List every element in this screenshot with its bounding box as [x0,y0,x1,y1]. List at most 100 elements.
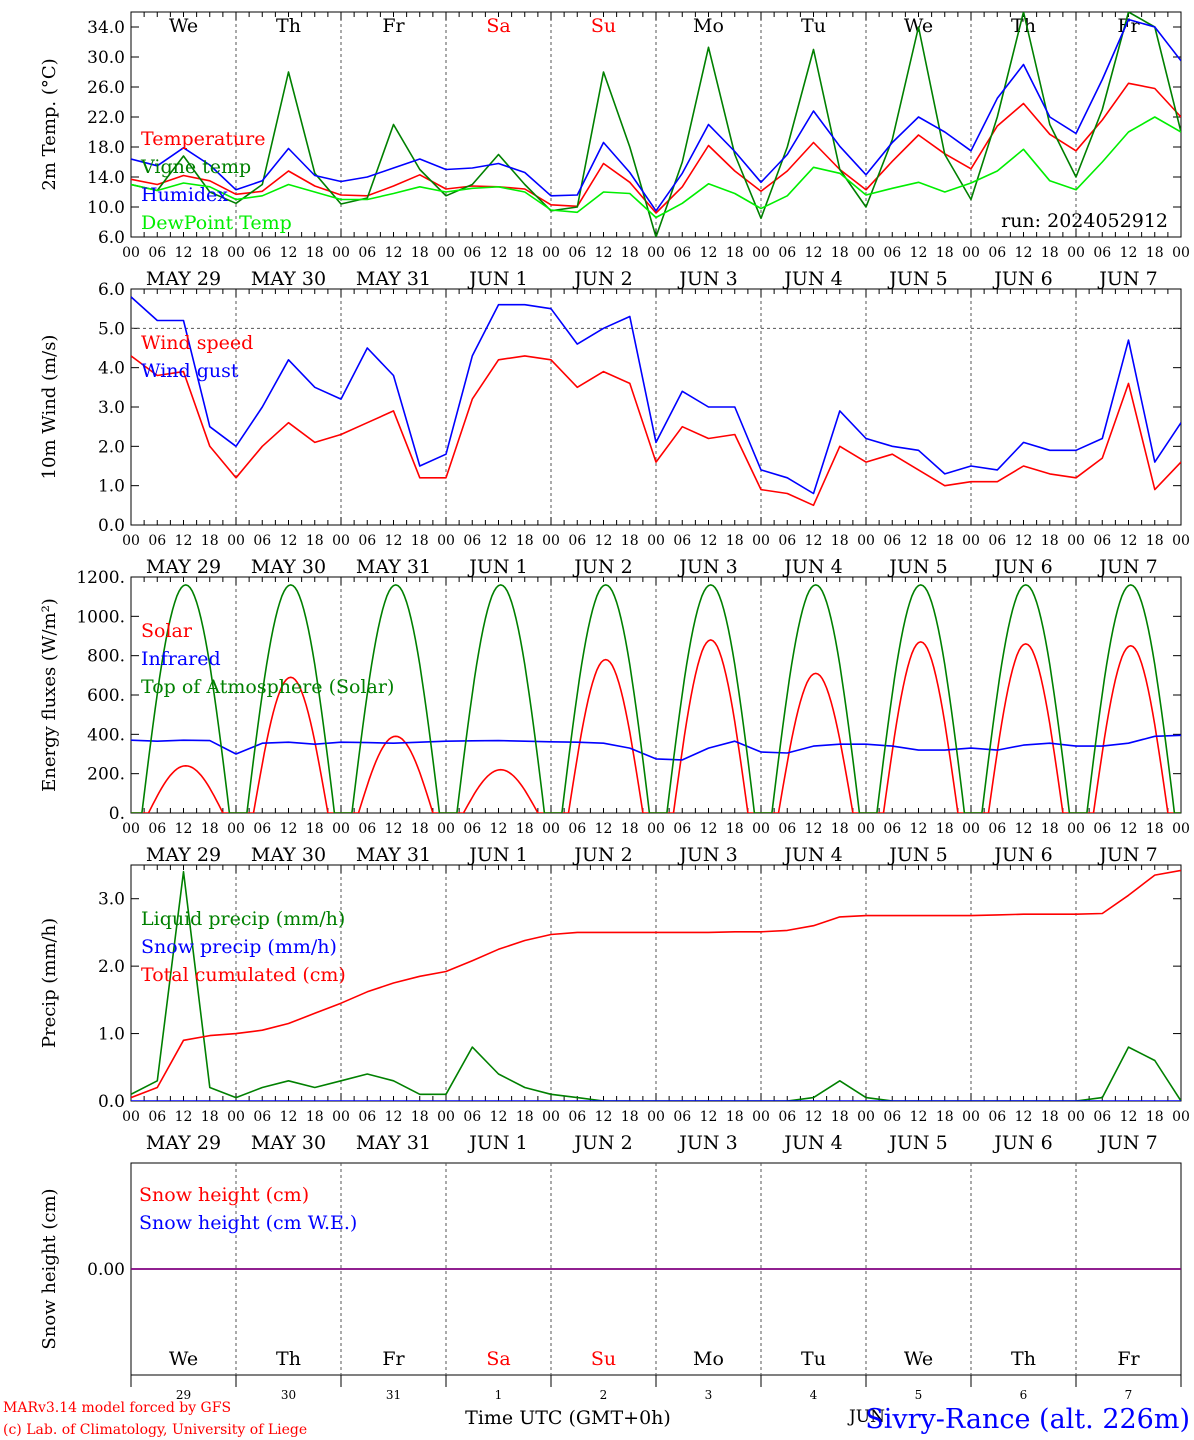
hour-label: 18 [726,533,744,549]
hour-label: 06 [988,1109,1006,1125]
weekday-label: Th [1011,1348,1036,1370]
hour-label: 18 [1146,821,1164,837]
hour-label: 00 [227,245,245,261]
hour-label: 00 [647,533,665,549]
hour-label: 06 [148,533,166,549]
series-line-humidex [131,18,1181,212]
date-label: MAY 31 [356,556,431,578]
legend-entry: Snow height (cm W.E.) [139,1212,357,1234]
weekday-label: Tu [801,15,826,37]
y-tick-label: 3.0 [98,890,125,910]
hour-label: 12 [490,533,508,549]
y-tick-label: 0. [109,804,125,824]
hour-label: 18 [1041,245,1059,261]
hour-label: 00 [752,1109,770,1125]
hour-label: 12 [595,1109,613,1125]
y-tick-label: 6.0 [98,228,125,248]
hour-label: 12 [1120,821,1138,837]
series-line-temperature [131,82,1181,214]
date-label: MAY 29 [146,556,221,578]
date-label: JUN 3 [677,1132,737,1154]
hour-label: 00 [437,1109,455,1125]
legend-entry: Top of Atmosphere (Solar) [141,676,394,698]
hour-label: 06 [253,533,271,549]
hour-label: 18 [1146,533,1164,549]
date-label: MAY 29 [146,844,221,866]
hour-label: 18 [516,1109,534,1125]
hour-label: 12 [175,245,193,261]
hour-label: 00 [857,1109,875,1125]
hour-label: 18 [306,245,324,261]
credit-line-1: MARv3.14 model forced by GFS [3,1400,231,1416]
hour-label: 00 [857,245,875,261]
weekday-label: Su [591,1348,616,1370]
hour-label: 06 [1093,1109,1111,1125]
date-label: JUN 6 [992,556,1052,578]
date-label: JUN 1 [467,268,527,290]
y-tick-label: 22.0 [87,108,125,128]
y-tick-label: 200. [87,765,125,785]
hour-label: 18 [831,821,849,837]
y-tick-label: 26.0 [87,78,125,98]
hour-label: 06 [358,821,376,837]
hour-label: 00 [962,533,980,549]
hour-label: 12 [805,533,823,549]
hour-label: 12 [1015,821,1033,837]
hour-label: 12 [910,245,928,261]
hour-label: 12 [175,821,193,837]
date-label: MAY 29 [146,1132,221,1154]
series-line-liquid-precip-mm-h [131,870,1181,1101]
hour-label: 06 [1093,821,1111,837]
weekday-label: We [169,1348,198,1370]
hour-label: 06 [463,533,481,549]
day-number: 4 [810,1388,818,1402]
hour-label: 18 [201,245,219,261]
y-tick-label: 400. [87,725,125,745]
hour-label: 18 [516,533,534,549]
hour-label: 12 [385,533,403,549]
hour-label: 00 [1067,821,1085,837]
hour-label: 00 [332,533,350,549]
hour-label: 12 [700,821,718,837]
hour-label: 00 [1067,1109,1085,1125]
panel-4: 0.0 1.0 2.0 3.0 Precip (mm/h) 00 06 12 18 MAY 29 0… [39,864,1190,1154]
series-line-total-cumulated-cm [131,869,1181,1099]
hour-label: 12 [385,1109,403,1125]
series-line-dewpoint-temp [131,116,1181,219]
date-label: JUN 7 [1097,844,1157,866]
hour-label: 18 [621,1109,639,1125]
hour-label: 06 [988,821,1006,837]
panel-3: 0. 200. 400. 600. 800. 1000. 1200. Energy fluxe… [39,568,1190,866]
legend-entry: Wind speed [141,332,253,354]
date-label: JUN 4 [782,556,842,578]
hour-label: 18 [1146,245,1164,261]
legend-entry: Snow precip (mm/h) [141,936,337,958]
legend-entry: Snow height (cm) [139,1184,309,1206]
hour-label: 18 [201,533,219,549]
date-label: MAY 30 [251,556,326,578]
date-label: JUN 2 [572,268,632,290]
legend-entry: Solar [141,620,193,642]
hour-label: 12 [280,245,298,261]
hour-label: 00 [122,1109,140,1125]
panel-5: 0.00 Snow height (cm) We Th Fr Sa Su Mo Tu We Th Fr… [39,1162,1182,1376]
panels: 6.010.014.018.022.026.030.034.02m Temp. … [39,11,1190,1402]
hour-label: 18 [831,245,849,261]
hour-label: 18 [831,533,849,549]
series-line-wind-speed [131,355,1181,507]
weekday-label: Mo [693,1348,724,1370]
hour-label: 06 [148,245,166,261]
hour-label: 12 [1015,533,1033,549]
hour-label: 06 [778,821,796,837]
hour-label: 06 [673,821,691,837]
date-label: JUN 5 [887,268,947,290]
day-number: 30 [281,1388,296,1402]
date-label: JUN 1 [467,556,527,578]
hour-label: 06 [673,533,691,549]
hour-label: 18 [621,245,639,261]
hour-label: 00 [857,533,875,549]
hour-label: 06 [253,821,271,837]
day-number: 31 [386,1388,401,1402]
hour-label: 06 [988,245,1006,261]
hour-label: 12 [1120,245,1138,261]
